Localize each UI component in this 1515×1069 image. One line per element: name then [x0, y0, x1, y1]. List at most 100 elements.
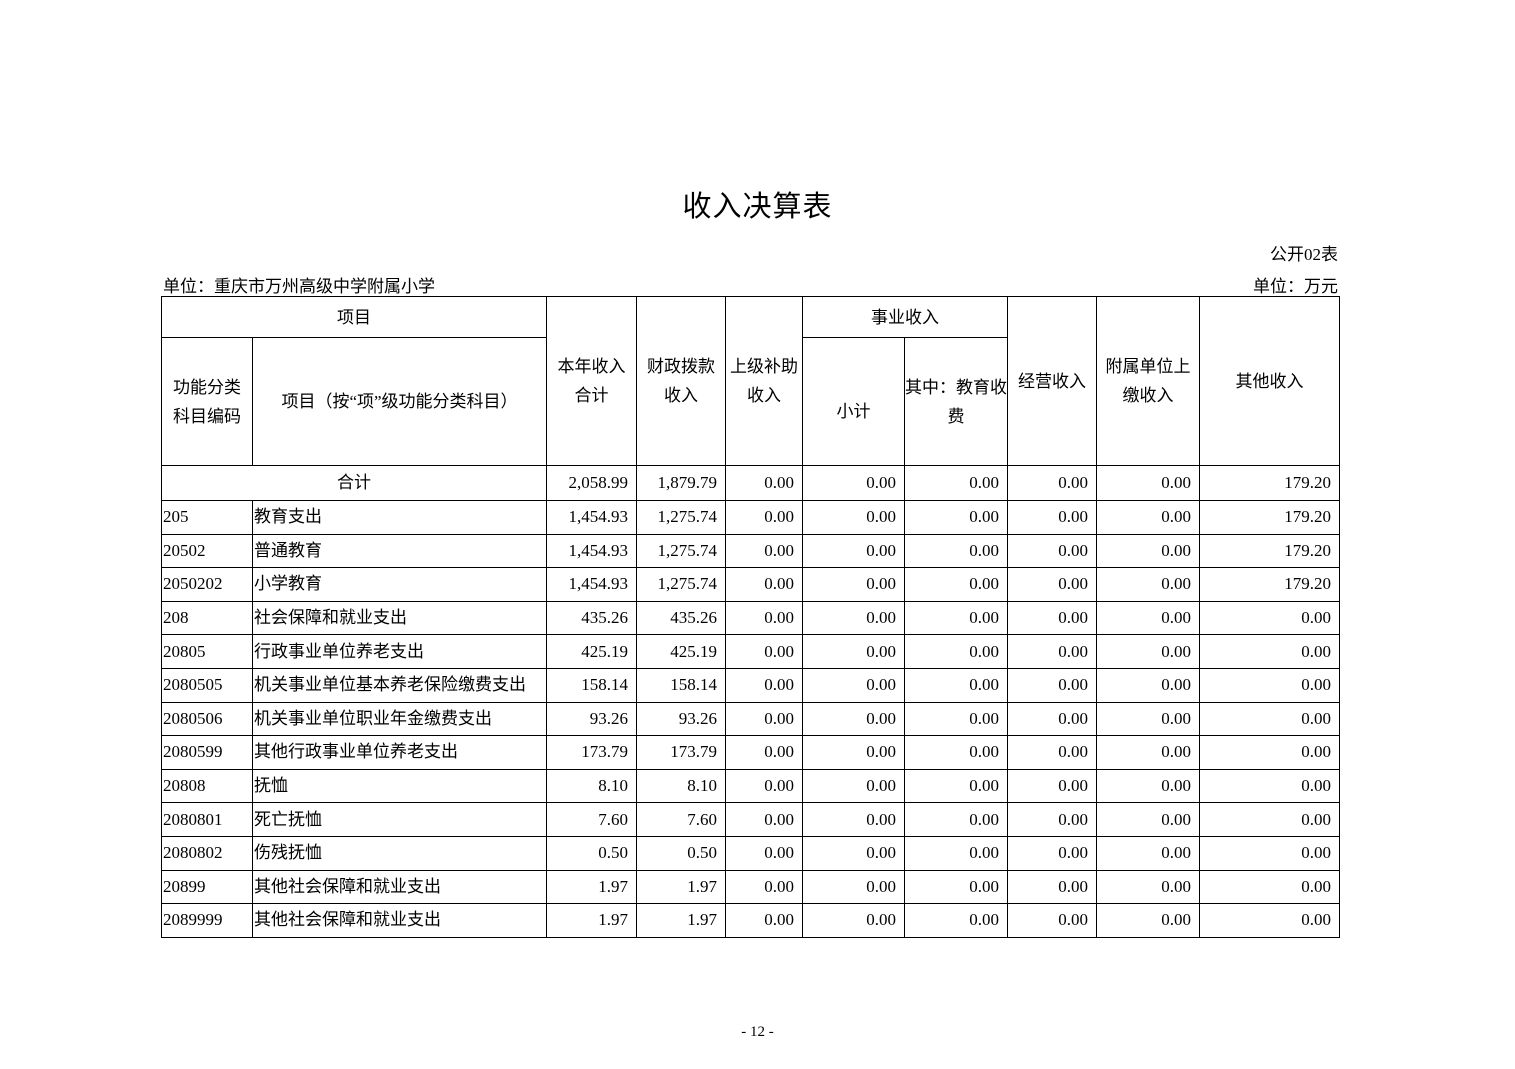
row-name: 行政事业单位养老支出	[252, 634, 547, 669]
row-value: 173.79	[546, 735, 637, 770]
row-code: 2080599	[161, 735, 253, 770]
row-code: 2080802	[161, 835, 253, 871]
row-value: 173.79	[636, 735, 726, 770]
row-value: 0.00	[904, 533, 1008, 569]
row-value: 179.20	[1199, 500, 1340, 535]
row-value: 0.00	[725, 869, 803, 905]
income-table: 项目 本年收入合计 财政拨款收入 上级补助收入 事业收入 经营收入 附属单位上缴…	[161, 296, 1340, 938]
row-value: 1,275.74	[636, 500, 726, 535]
total-value: 179.20	[1199, 465, 1340, 501]
row-value: 8.10	[546, 768, 637, 804]
table-row: 2050202 小学教育 1,454.93 1,275.74 0.00 0.00 0.00 0…	[161, 567, 1340, 602]
total-value: 1,879.79	[636, 465, 726, 501]
row-value: 0.00	[1199, 600, 1340, 636]
row-value: 0.00	[802, 835, 905, 871]
row-name: 其他行政事业单位养老支出	[252, 735, 547, 770]
total-value: 0.00	[1096, 465, 1200, 501]
row-value: 0.00	[904, 802, 1008, 837]
row-value: 0.00	[725, 835, 803, 871]
total-value: 0.00	[725, 465, 803, 501]
row-value: 1.97	[636, 869, 726, 905]
row-code: 20808	[161, 768, 253, 804]
row-value: 0.00	[725, 567, 803, 602]
table-row: 2080506 机关事业单位职业年金缴费支出 93.26 93.26 0.00 0.00 0…	[161, 701, 1340, 737]
total-value: 2,058.99	[546, 465, 637, 501]
header-name: 项目（按“项”级功能分类科目）	[252, 337, 547, 466]
row-value: 0.00	[802, 735, 905, 770]
row-value: 0.00	[802, 701, 905, 737]
row-name: 伤残抚恤	[252, 835, 547, 871]
row-value: 0.00	[1199, 634, 1340, 669]
row-value: 7.60	[636, 802, 726, 837]
unit-currency: 单位：万元	[1253, 277, 1338, 296]
row-value: 0.00	[725, 634, 803, 669]
table-row: 20502 普通教育 1,454.93 1,275.74 0.00 0.00 0.00 0.0…	[161, 533, 1340, 569]
row-value: 158.14	[636, 667, 726, 703]
header-code: 功能分类科目编码	[161, 337, 253, 466]
row-value: 0.00	[1007, 802, 1097, 837]
header-edu-fee: 其中：教育收费	[904, 337, 1008, 466]
row-value: 0.00	[1096, 802, 1200, 837]
row-value: 0.00	[904, 768, 1008, 804]
row-name: 普通教育	[252, 533, 547, 569]
row-code: 20805	[161, 634, 253, 669]
row-value: 425.19	[546, 634, 637, 669]
table-row: 20899 其他社会保障和就业支出 1.97 1.97 0.00 0.00 0.00 0.00…	[161, 869, 1340, 905]
total-value: 0.00	[904, 465, 1008, 501]
row-code: 20502	[161, 533, 253, 569]
row-value: 0.00	[802, 500, 905, 535]
row-name: 社会保障和就业支出	[252, 600, 547, 636]
row-code: 2050202	[161, 567, 253, 602]
header-subtotal: 小计	[802, 337, 905, 466]
row-value: 7.60	[546, 802, 637, 837]
row-value: 0.00	[725, 768, 803, 804]
table-row: 20805 行政事业单位养老支出 425.19 425.19 0.00 0.00 0.00 0…	[161, 634, 1340, 669]
row-value: 0.00	[1007, 869, 1097, 905]
row-value: 0.00	[904, 835, 1008, 871]
row-value: 0.00	[1199, 869, 1340, 905]
row-value: 0.00	[1199, 835, 1340, 871]
row-value: 0.00	[1199, 903, 1340, 938]
row-value: 0.00	[1096, 903, 1200, 938]
page-title: 收入决算表	[682, 191, 833, 223]
row-name: 机关事业单位基本养老保险缴费支出	[252, 667, 547, 703]
row-code: 20899	[161, 869, 253, 905]
row-value: 0.00	[725, 533, 803, 569]
row-value: 1,454.93	[546, 533, 637, 569]
row-value: 0.00	[1096, 701, 1200, 737]
table-row: 2080599 其他行政事业单位养老支出 173.79 173.79 0.00 0.00 0…	[161, 735, 1340, 770]
form-number: 公开02表	[1270, 245, 1338, 264]
row-value: 0.00	[1007, 835, 1097, 871]
row-value: 0.00	[904, 667, 1008, 703]
row-value: 0.00	[802, 903, 905, 938]
table-row: 20808 抚恤 8.10 8.10 0.00 0.00 0.00 0.00 0.00 0.00	[161, 768, 1340, 804]
total-row: 合计 2,058.99 1,879.79 0.00 0.00 0.00 0.00…	[161, 465, 1340, 501]
row-value: 1,454.93	[546, 500, 637, 535]
row-value: 435.26	[636, 600, 726, 636]
row-value: 0.00	[904, 735, 1008, 770]
row-value: 1,275.74	[636, 567, 726, 602]
row-value: 0.00	[1007, 903, 1097, 938]
row-value: 0.00	[725, 903, 803, 938]
header-business: 事业收入	[802, 296, 1008, 338]
row-value: 0.00	[904, 600, 1008, 636]
row-value: 0.00	[904, 869, 1008, 905]
row-value: 0.00	[1096, 835, 1200, 871]
row-value: 0.00	[802, 667, 905, 703]
row-value: 0.00	[1199, 768, 1340, 804]
row-value: 0.00	[1007, 500, 1097, 535]
row-code: 205	[161, 500, 253, 535]
row-value: 0.00	[1096, 567, 1200, 602]
row-value: 0.00	[1199, 735, 1340, 770]
row-value: 0.00	[1096, 869, 1200, 905]
row-name: 小学教育	[252, 567, 547, 602]
row-value: 0.00	[1007, 768, 1097, 804]
row-value: 0.00	[802, 533, 905, 569]
row-value: 0.00	[725, 600, 803, 636]
header-superior: 上级补助收入	[725, 296, 803, 466]
row-value: 0.00	[1007, 567, 1097, 602]
row-value: 0.00	[904, 701, 1008, 737]
table-row: 205 教育支出 1,454.93 1,275.74 0.00 0.00 0.00 0.00 0…	[161, 500, 1340, 535]
row-value: 179.20	[1199, 533, 1340, 569]
row-value: 0.00	[1096, 768, 1200, 804]
